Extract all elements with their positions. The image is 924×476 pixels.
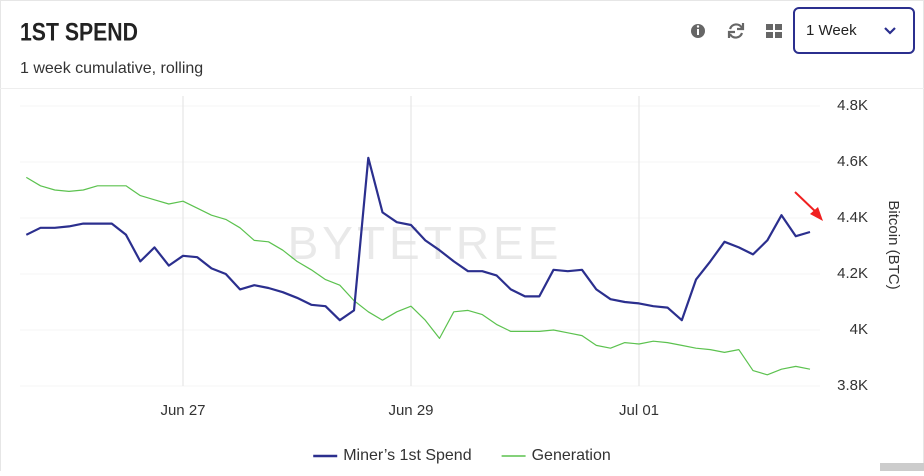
title: 1ST SPEND: [20, 18, 138, 46]
x-tick-label: Jun 29: [388, 402, 433, 419]
legend-label: Miner’s 1st Spend: [343, 447, 471, 464]
plot: BYTETREE 3.8K 4K 4.2K 4.4K 4.6K 4.8K Jun 27 Jun …: [20, 96, 902, 419]
legend-label: Generation: [532, 447, 611, 464]
y-tick-label: 4.6K: [837, 153, 868, 170]
x-tick-label: Jul 01: [619, 402, 659, 419]
y-axis-label: Bitcoin (BTC): [885, 200, 902, 289]
layout-icon[interactable]: [766, 24, 782, 38]
legend: Miner’s 1st Spend Generation: [313, 447, 611, 464]
series-line: [25, 156, 811, 322]
scrollbar: [880, 463, 924, 471]
refresh-icon[interactable]: [727, 23, 745, 39]
y-tick-label: 4.2K: [837, 265, 868, 282]
info-icon[interactable]: [691, 24, 705, 38]
annotation-arrow: [794, 191, 819, 215]
y-tick-label: 4.4K: [837, 209, 868, 226]
y-tick-label: 4.8K: [837, 97, 868, 114]
y-tick-label: 3.8K: [837, 377, 868, 394]
subtitle: 1 week cumulative, rolling: [20, 60, 203, 77]
y-tick-label: 4K: [850, 321, 868, 338]
watermark: BYTETREE: [288, 217, 563, 269]
range-dropdown[interactable]: 1 Week: [793, 7, 915, 54]
series-line: [25, 176, 811, 376]
range-value: 1 Week: [806, 22, 857, 39]
annotation-arrowhead: [810, 207, 823, 221]
x-tick-label: Jun 27: [160, 402, 205, 419]
